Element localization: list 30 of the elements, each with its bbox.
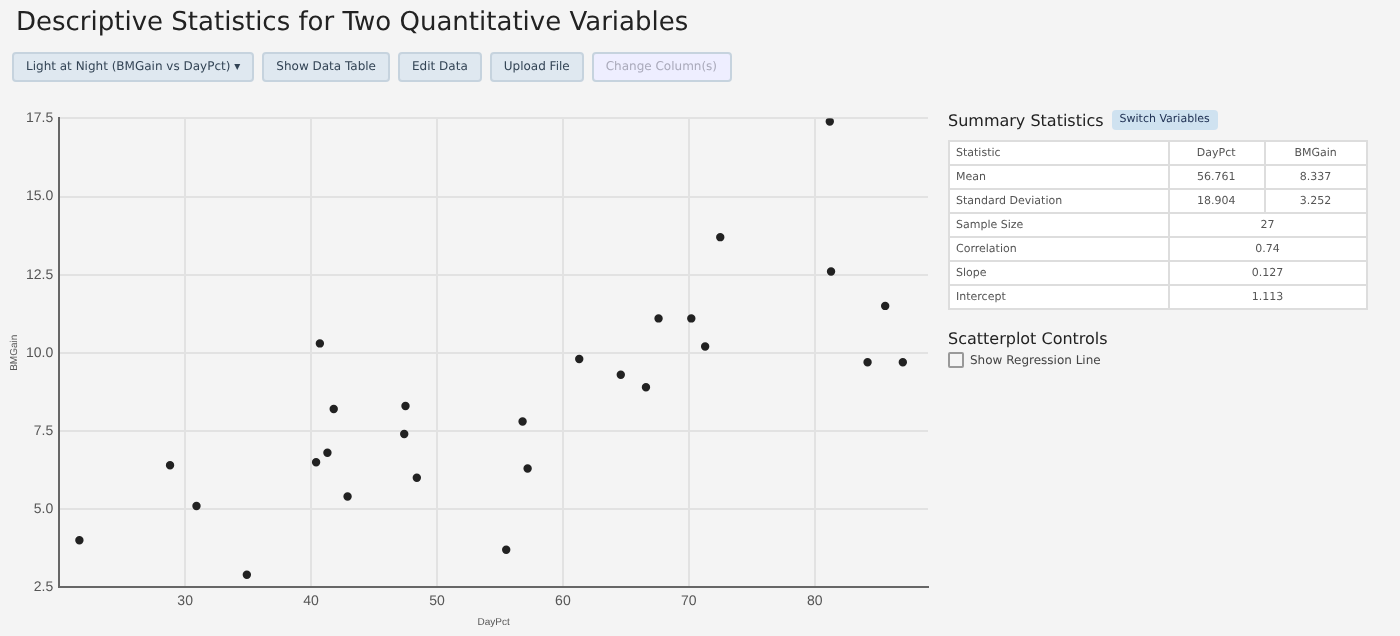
- point: [329, 404, 338, 414]
- point: [518, 417, 527, 426]
- text: Summary Statistics: [948, 111, 1104, 129]
- point: [311, 457, 321, 467]
- point: [898, 357, 908, 367]
- point: [880, 301, 890, 311]
- point: [401, 401, 410, 411]
- point: [75, 536, 84, 545]
- point: [700, 342, 710, 351]
- point: [343, 492, 352, 501]
- point: [400, 429, 409, 439]
- point: [412, 473, 422, 483]
- point: [616, 370, 625, 379]
- point: [654, 314, 663, 323]
- point: [323, 448, 332, 458]
- point: [523, 464, 532, 473]
- point: [716, 232, 725, 242]
- point: [687, 314, 696, 323]
- point: [192, 501, 201, 511]
- point: [315, 339, 325, 348]
- point: [242, 570, 252, 579]
- point: [575, 354, 584, 364]
- point: [825, 118, 834, 126]
- point: [863, 357, 872, 367]
- point: [826, 267, 836, 276]
- point: [641, 382, 651, 392]
- point: [165, 461, 175, 470]
- point: [502, 545, 511, 554]
- text: Scatterplot Controls: [948, 330, 1110, 348]
- chart-title: Descriptive Statistics for Two Quantitative Variables: [16, 8, 689, 38]
